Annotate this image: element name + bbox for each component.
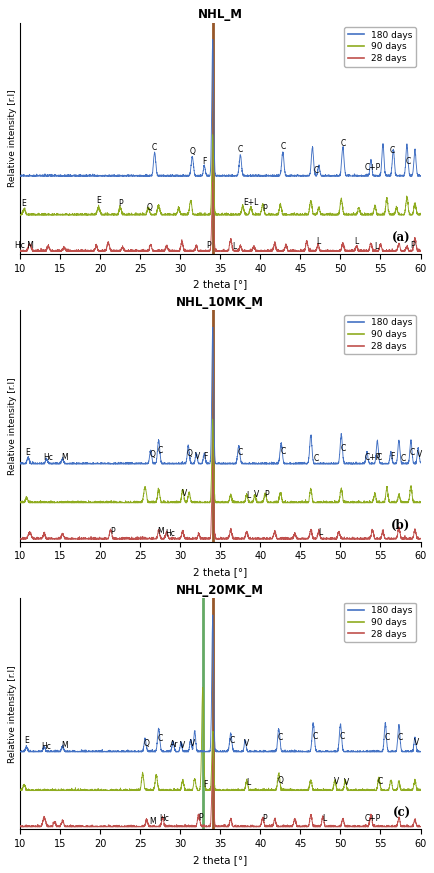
X-axis label: 2 theta [°]: 2 theta [°]: [193, 567, 247, 577]
Text: L: L: [246, 778, 250, 787]
Text: C: C: [376, 453, 381, 463]
Legend: 180 days, 90 days, 28 days: 180 days, 90 days, 28 days: [343, 315, 415, 354]
Text: E+L: E+L: [243, 197, 258, 207]
Title: NHL_10MK_M: NHL_10MK_M: [176, 296, 264, 309]
Text: L: L: [246, 491, 250, 500]
Text: Q: Q: [277, 775, 283, 785]
Text: Q: Q: [189, 148, 195, 156]
Text: L: L: [374, 242, 378, 251]
Text: L: L: [316, 237, 320, 246]
Y-axis label: Relative intensity [r.I]: Relative intensity [r.I]: [8, 377, 17, 475]
Text: L: L: [318, 527, 322, 537]
Text: E: E: [26, 448, 30, 457]
Text: Hc M: Hc M: [15, 241, 33, 250]
Text: C+P: C+P: [364, 814, 380, 822]
Text: C: C: [312, 732, 317, 741]
Y-axis label: Relative intensity [r.I]: Relative intensity [r.I]: [8, 665, 17, 762]
Title: NHL_20MK_M: NHL_20MK_M: [176, 584, 264, 597]
Text: C: C: [279, 447, 285, 456]
Text: M: M: [61, 740, 67, 750]
Text: C: C: [157, 445, 162, 455]
Text: E: E: [24, 736, 29, 746]
Text: E: E: [96, 196, 101, 205]
Text: V: V: [189, 739, 194, 748]
Text: p: p: [261, 202, 266, 211]
Text: C: C: [389, 146, 394, 155]
Text: V: V: [181, 489, 187, 498]
Text: Hc: Hc: [159, 814, 169, 822]
Text: C: C: [377, 777, 382, 786]
Text: C: C: [277, 733, 283, 742]
Text: C: C: [157, 734, 162, 743]
X-axis label: 2 theta [°]: 2 theta [°]: [193, 279, 247, 289]
Text: V: V: [413, 738, 418, 746]
Text: V: V: [343, 778, 349, 787]
Text: C+P: C+P: [364, 162, 380, 172]
Text: M: M: [157, 527, 163, 536]
Text: Ar: Ar: [170, 739, 178, 748]
Text: P: P: [409, 241, 414, 250]
Text: V: V: [253, 490, 258, 499]
Text: F: F: [202, 157, 206, 166]
Title: NHL_M: NHL_M: [197, 9, 242, 21]
Text: C: C: [397, 733, 402, 742]
Text: C: C: [339, 732, 344, 741]
Text: C: C: [409, 448, 414, 457]
Text: (a): (a): [391, 231, 410, 244]
Text: F: F: [389, 451, 394, 461]
Text: (c): (c): [391, 808, 410, 820]
Text: V: V: [416, 450, 421, 459]
Text: (b): (b): [390, 519, 410, 533]
Text: C: C: [151, 143, 157, 152]
Text: V: V: [195, 452, 200, 461]
Text: Q: Q: [187, 449, 192, 457]
Text: C: C: [405, 157, 410, 166]
Text: C: C: [313, 166, 318, 175]
Legend: 180 days, 90 days, 28 days: 180 days, 90 days, 28 days: [343, 27, 415, 66]
Text: Q: Q: [147, 203, 152, 212]
Text: Hc: Hc: [43, 453, 53, 462]
X-axis label: 2 theta [°]: 2 theta [°]: [193, 855, 247, 864]
Text: C: C: [399, 454, 404, 464]
Text: V: V: [243, 739, 249, 748]
Text: E: E: [22, 199, 26, 209]
Y-axis label: Relative intensity [r.I]: Relative intensity [r.I]: [8, 89, 17, 187]
Text: C: C: [313, 454, 318, 464]
Text: F: F: [203, 451, 207, 461]
Text: P: P: [197, 814, 202, 822]
Text: V: V: [333, 777, 338, 787]
Text: L: L: [232, 242, 237, 251]
Text: C: C: [229, 736, 234, 745]
Text: L: L: [354, 237, 358, 246]
Text: C: C: [383, 733, 388, 742]
Text: P: P: [118, 198, 122, 208]
Text: C: C: [237, 448, 243, 457]
Text: Hc: Hc: [165, 529, 175, 538]
Text: P: P: [206, 241, 210, 251]
Text: C: C: [339, 139, 345, 148]
Text: Hc: Hc: [41, 742, 50, 751]
Text: P: P: [110, 527, 114, 536]
Text: P: P: [261, 815, 266, 823]
Text: P: P: [264, 490, 269, 499]
Text: Q: Q: [143, 739, 149, 747]
Text: C: C: [237, 146, 243, 155]
Text: F: F: [203, 780, 207, 789]
Text: Q: Q: [149, 450, 155, 459]
Text: M: M: [148, 817, 155, 826]
Text: C+P: C+P: [364, 453, 380, 462]
Text: L: L: [322, 814, 326, 823]
Text: M: M: [61, 453, 67, 462]
Text: C: C: [279, 142, 285, 151]
Text: V: V: [180, 740, 185, 750]
Legend: 180 days, 90 days, 28 days: 180 days, 90 days, 28 days: [343, 602, 415, 643]
Text: C: C: [339, 444, 345, 453]
